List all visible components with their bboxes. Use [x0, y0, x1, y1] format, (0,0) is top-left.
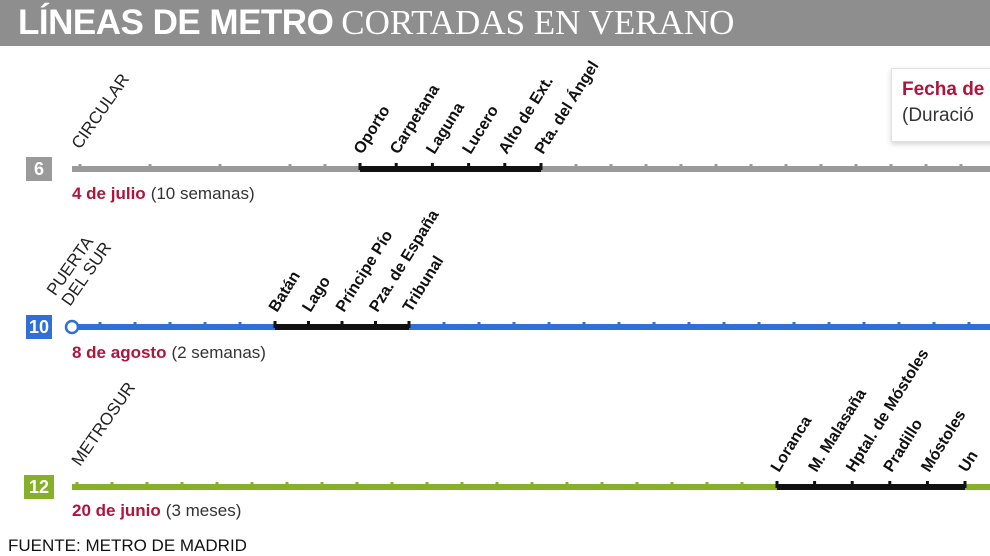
closed-station-label: Un [956, 448, 982, 475]
header-banner: LÍNEAS DE METRO CORTADAS EN VERANO [0, 0, 990, 46]
line12-number-label: 12 [29, 477, 49, 497]
closure-duration: (3 meses) [166, 501, 242, 520]
title-light: CORTADAS EN VERANO [341, 3, 735, 42]
line12-terminal-name: METROSUR [68, 379, 139, 470]
line10-number-badge [26, 315, 52, 339]
line6-number-label: 6 [34, 159, 44, 179]
legend-box: Fecha de (Duració [891, 68, 990, 142]
legend-date: Fecha de [902, 79, 985, 100]
line10-closure-info: 8 de agosto (2 semanas) [72, 343, 266, 362]
title-bold: LÍNEAS DE METRO [18, 3, 334, 42]
line12-closure-info: 20 de junio (3 meses) [72, 501, 241, 520]
terminal-name-line: CIRCULAR [68, 70, 133, 152]
line6-terminal-name: CIRCULAR [68, 70, 133, 152]
closure-duration: (10 semanas) [151, 184, 255, 203]
closure-date: 4 de julio [72, 184, 146, 203]
line10-terminal-name: PUERTADEL SUR [43, 228, 115, 309]
closed-station-label: Batán [266, 268, 304, 315]
line6-closure-info: 4 de julio (10 semanas) [72, 184, 255, 203]
closure-duration: (2 semanas) [171, 343, 265, 362]
closed-station-label: Lago [299, 274, 334, 316]
line6-number-badge [26, 157, 52, 181]
line10-terminal-circle [64, 319, 80, 335]
line10-number-label: 10 [29, 317, 49, 337]
source-note: FUENTE: METRO DE MADRID [8, 536, 247, 555]
terminal-name-line: METROSUR [68, 379, 139, 470]
line12-number-badge [24, 475, 54, 499]
legend-duration: (Duració [902, 105, 974, 126]
closure-date: 20 de junio [72, 501, 161, 520]
closure-date: 8 de agosto [72, 343, 166, 362]
page-title: LÍNEAS DE METRO CORTADAS EN VERANO [18, 3, 734, 50]
